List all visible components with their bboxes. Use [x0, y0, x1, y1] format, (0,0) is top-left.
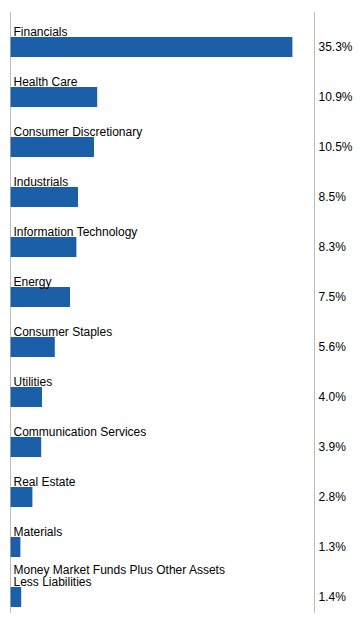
svg-text:7.5%: 7.5% — [319, 290, 347, 304]
svg-text:Utilities: Utilities — [14, 375, 53, 389]
svg-text:8.3%: 8.3% — [319, 240, 347, 254]
svg-text:1.4%: 1.4% — [319, 590, 347, 604]
svg-text:Energy: Energy — [14, 275, 52, 289]
svg-text:10.9%: 10.9% — [319, 90, 353, 104]
svg-text:8.5%: 8.5% — [319, 190, 347, 204]
svg-text:35.3%: 35.3% — [319, 40, 353, 54]
svg-text:Health Care: Health Care — [14, 75, 78, 89]
svg-text:4.0%: 4.0% — [319, 390, 347, 404]
svg-text:10.5%: 10.5% — [319, 140, 353, 154]
svg-text:Money Market Funds Plus Other: Money Market Funds Plus Other AssetsLess… — [14, 563, 225, 589]
svg-text:2.8%: 2.8% — [319, 490, 347, 504]
svg-text:Industrials: Industrials — [14, 175, 69, 189]
svg-text:1.3%: 1.3% — [319, 540, 347, 554]
svg-text:Communication Services: Communication Services — [14, 425, 147, 439]
svg-text:Financials: Financials — [14, 25, 68, 39]
svg-text:Consumer Staples: Consumer Staples — [14, 325, 113, 339]
svg-text:Real Estate: Real Estate — [14, 475, 76, 489]
svg-text:3.9%: 3.9% — [319, 440, 347, 454]
svg-text:5.6%: 5.6% — [319, 340, 347, 354]
svg-text:Information Technology: Information Technology — [14, 225, 138, 239]
svg-text:Consumer Discretionary: Consumer Discretionary — [14, 125, 143, 139]
svg-text:Materials: Materials — [14, 525, 63, 539]
